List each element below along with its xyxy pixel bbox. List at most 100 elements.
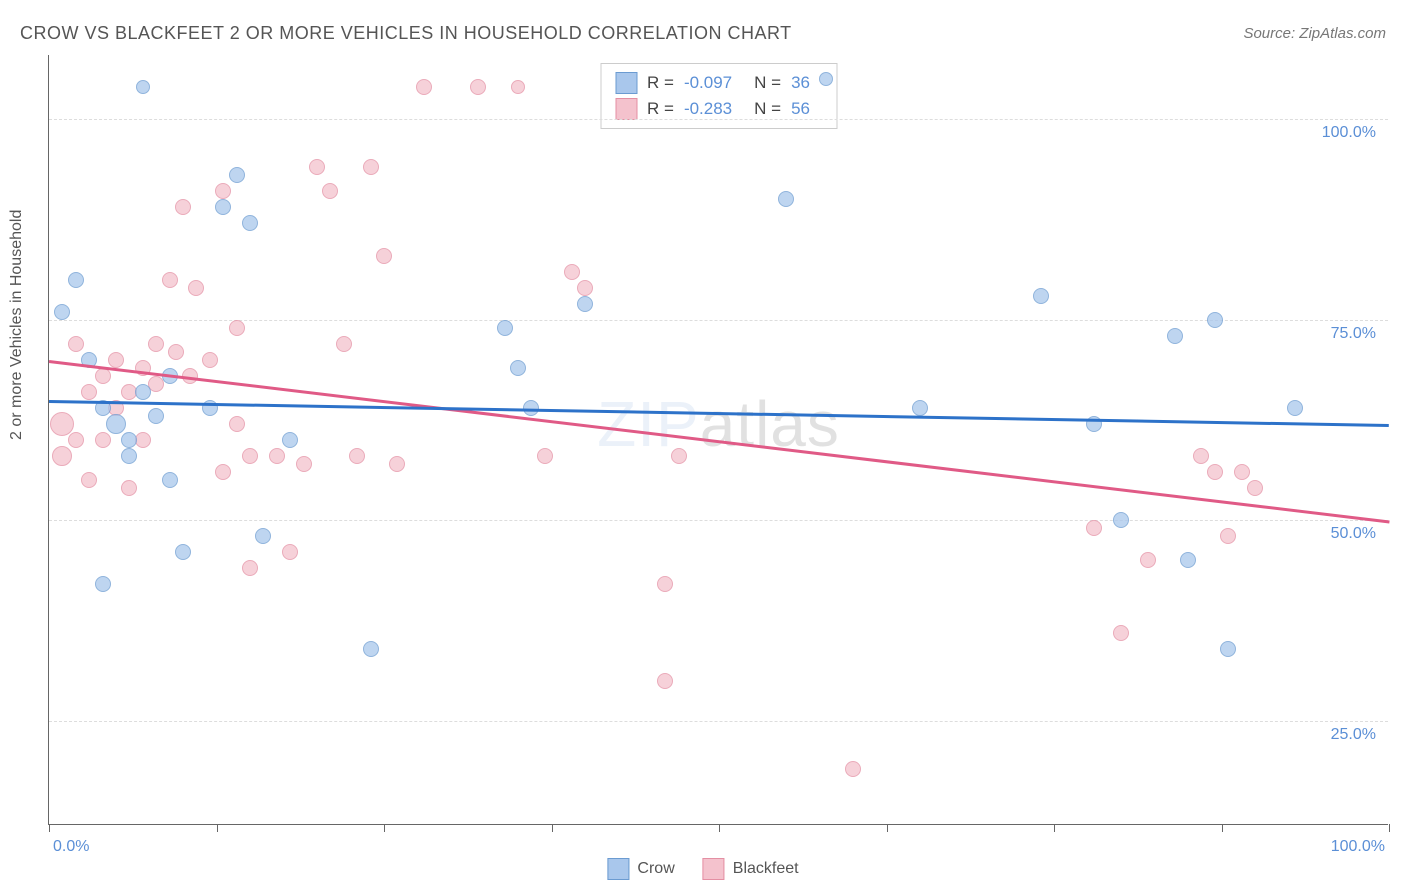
blackfeet-point <box>282 544 298 560</box>
blackfeet-r-value: -0.283 <box>684 99 732 119</box>
blackfeet-point <box>1234 464 1250 480</box>
blackfeet-point <box>1207 464 1223 480</box>
blackfeet-swatch <box>615 98 637 120</box>
crow-point <box>215 199 231 215</box>
crow-point <box>1207 312 1223 328</box>
crow-point <box>175 544 191 560</box>
blackfeet-point <box>322 183 338 199</box>
blackfeet-point <box>229 416 245 432</box>
crow-point <box>121 432 137 448</box>
x-tick <box>1389 824 1390 832</box>
blackfeet-point <box>416 79 432 95</box>
blackfeet-point <box>296 456 312 472</box>
blackfeet-point <box>269 448 285 464</box>
crow-point <box>1033 288 1049 304</box>
crow-point <box>497 320 513 336</box>
blackfeet-point <box>564 264 580 280</box>
crow-point <box>136 80 150 94</box>
blackfeet-point <box>1247 480 1263 496</box>
x-tick <box>1222 824 1223 832</box>
x-tick <box>887 824 888 832</box>
x-tick <box>49 824 50 832</box>
crow-point <box>1180 552 1196 568</box>
x-tick <box>384 824 385 832</box>
stats-row-crow: R = -0.097 N = 36 <box>615 70 822 96</box>
crow-point <box>282 432 298 448</box>
crow-point <box>510 360 526 376</box>
blackfeet-point <box>1193 448 1209 464</box>
blackfeet-point <box>363 159 379 175</box>
crow-point <box>1287 400 1303 416</box>
gridline <box>49 320 1388 321</box>
blackfeet-point <box>376 248 392 264</box>
blackfeet-point <box>81 472 97 488</box>
crow-swatch <box>615 72 637 94</box>
gridline <box>49 520 1388 521</box>
stats-row-blackfeet: R = -0.283 N = 56 <box>615 96 822 122</box>
n-label: N = <box>754 99 781 119</box>
blackfeet-point <box>242 448 258 464</box>
blackfeet-point <box>336 336 352 352</box>
crow-point <box>255 528 271 544</box>
crow-point <box>577 296 593 312</box>
blackfeet-legend-label: Blackfeet <box>733 860 799 878</box>
x-tick-label-left: 0.0% <box>53 838 89 856</box>
blackfeet-point <box>242 560 258 576</box>
y-tick-label: 50.0% <box>1331 525 1376 543</box>
crow-point <box>1113 512 1129 528</box>
crow-trendline <box>49 400 1389 427</box>
crow-point <box>1167 328 1183 344</box>
blackfeet-point <box>168 344 184 360</box>
crow-point <box>68 272 84 288</box>
crow-point <box>121 448 137 464</box>
blackfeet-point <box>470 79 486 95</box>
chart-source: Source: ZipAtlas.com <box>1243 25 1386 42</box>
crow-point <box>912 400 928 416</box>
blackfeet-point <box>577 280 593 296</box>
blackfeet-point <box>52 446 72 466</box>
blackfeet-point <box>657 576 673 592</box>
blackfeet-point <box>162 272 178 288</box>
blackfeet-point <box>657 673 673 689</box>
blackfeet-point <box>215 183 231 199</box>
blackfeet-point <box>188 280 204 296</box>
crow-point <box>148 408 164 424</box>
bottom-legend: Crow Blackfeet <box>607 858 798 880</box>
blackfeet-point <box>215 464 231 480</box>
crow-point <box>229 167 245 183</box>
x-tick <box>1054 824 1055 832</box>
blackfeet-point <box>202 352 218 368</box>
blackfeet-point <box>68 432 84 448</box>
blackfeet-point <box>389 456 405 472</box>
blackfeet-point <box>95 432 111 448</box>
gridline <box>49 119 1388 120</box>
crow-point <box>106 414 126 434</box>
y-tick-label: 25.0% <box>1331 726 1376 744</box>
crow-point <box>95 576 111 592</box>
blackfeet-point <box>121 480 137 496</box>
legend-item-crow: Crow <box>607 858 674 880</box>
blackfeet-point <box>845 761 861 777</box>
r-label: R = <box>647 99 674 119</box>
blackfeet-point <box>148 336 164 352</box>
blackfeet-point <box>349 448 365 464</box>
blackfeet-point <box>229 320 245 336</box>
y-tick-label: 75.0% <box>1331 325 1376 343</box>
scatter-chart: ZIPatlas R = -0.097 N = 36 R = -0.283 N … <box>48 55 1388 825</box>
x-tick <box>217 824 218 832</box>
x-tick <box>552 824 553 832</box>
blackfeet-point <box>108 352 124 368</box>
blackfeet-point <box>511 80 525 94</box>
blackfeet-point <box>1113 625 1129 641</box>
blackfeet-point <box>81 384 97 400</box>
crow-point <box>162 472 178 488</box>
crow-r-value: -0.097 <box>684 73 732 93</box>
crow-point <box>778 191 794 207</box>
crow-n-value: 36 <box>791 73 810 93</box>
chart-header: CROW VS BLACKFEET 2 OR MORE VEHICLES IN … <box>20 18 1386 48</box>
crow-point <box>242 215 258 231</box>
blackfeet-point <box>1140 552 1156 568</box>
blackfeet-point <box>671 448 687 464</box>
crow-legend-label: Crow <box>637 860 674 878</box>
blackfeet-point <box>309 159 325 175</box>
